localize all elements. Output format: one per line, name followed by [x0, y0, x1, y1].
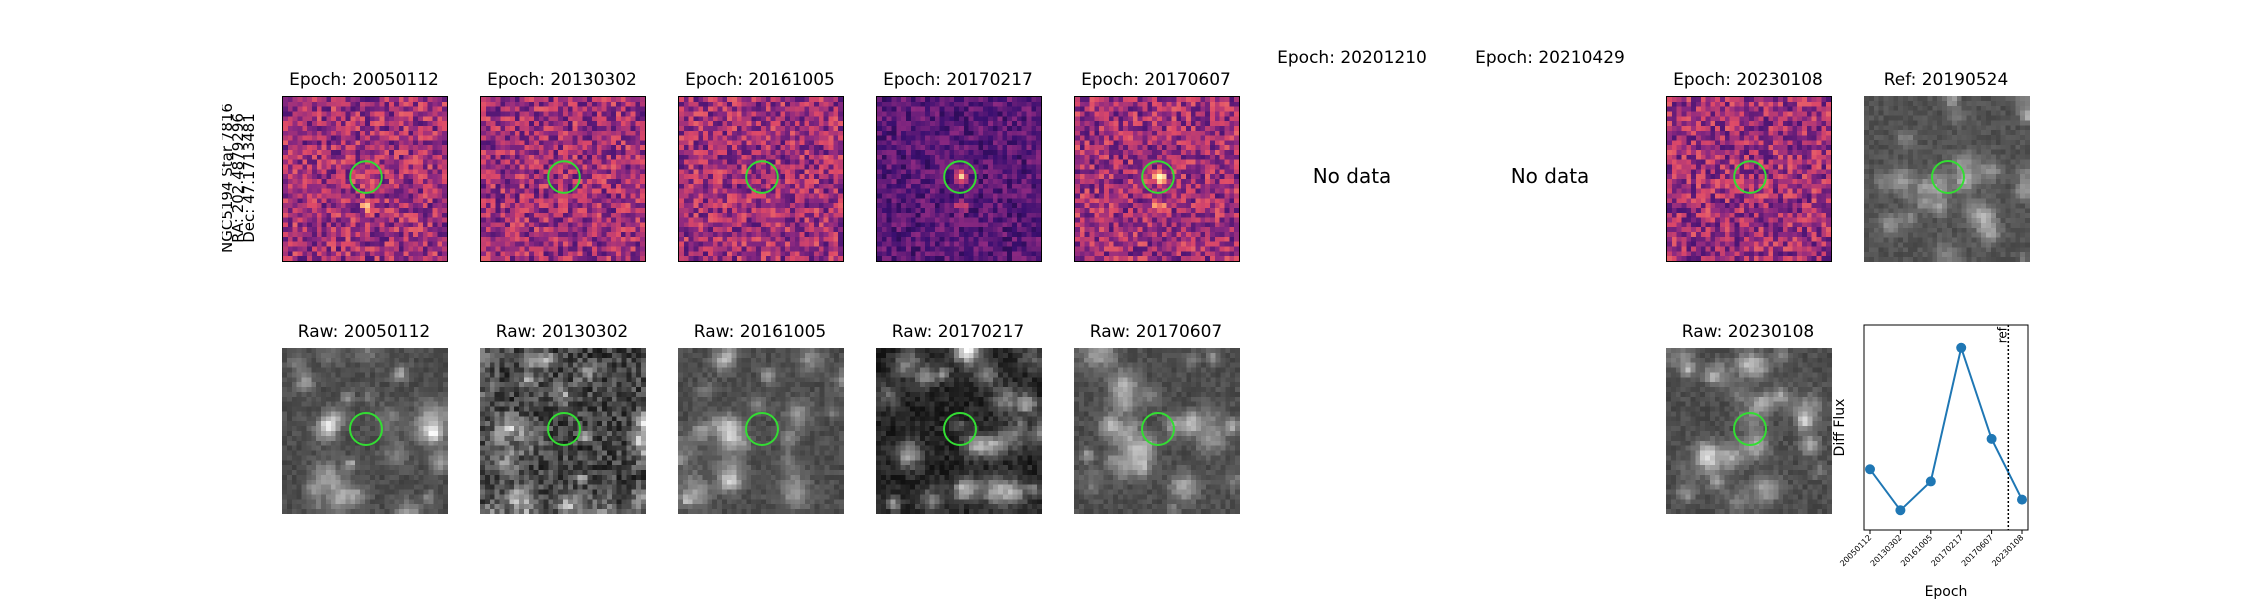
aperture-ring — [943, 412, 977, 446]
data-point — [1986, 433, 1997, 444]
x-axis-label: Epoch — [1925, 584, 1968, 600]
difference-image-panel — [1074, 96, 1240, 262]
epoch-title: Epoch: 20050112 — [289, 70, 439, 90]
aperture-ring — [745, 160, 779, 194]
difference-image-panel — [480, 96, 646, 262]
epoch-title: Epoch: 20130302 — [487, 70, 637, 90]
data-point — [2017, 494, 2027, 505]
difference-image-panel — [876, 96, 1042, 262]
raw-image-panel — [678, 348, 844, 514]
aperture-ring — [1733, 160, 1767, 194]
y-axis-label: Diff Flux — [1832, 399, 1848, 457]
reference-title: Ref: 20190524 — [1883, 70, 2009, 90]
aperture-ring — [547, 412, 581, 446]
aperture-circle — [349, 412, 383, 446]
aperture-circle — [1733, 412, 1767, 446]
x-tick-label: 20170217 — [1929, 533, 1964, 568]
difference-image-panel — [678, 96, 844, 262]
series-line — [1869, 344, 2023, 512]
raw-title: Raw: 20130302 — [495, 322, 629, 342]
plot-frame — [1863, 324, 2029, 531]
raw-image-panel — [282, 348, 448, 514]
x-tick-label: 20130302 — [1869, 533, 1904, 568]
raw-image-panel — [1666, 348, 1832, 514]
aperture-circle — [349, 160, 383, 194]
aperture-circle — [745, 412, 779, 446]
aperture-circle — [547, 412, 581, 446]
aperture-circle — [1141, 412, 1175, 446]
aperture-circle — [1931, 160, 1965, 194]
x-tick-label: 20050112 — [1838, 533, 1873, 568]
raw-title: Raw: 20230108 — [1681, 322, 1815, 342]
aperture-ring — [1141, 412, 1175, 446]
epoch-title: Epoch: 20161005 — [685, 70, 835, 90]
aperture-circle — [1141, 160, 1175, 194]
aperture-circle — [547, 160, 581, 194]
epoch-title: Epoch: 20210429 — [1475, 48, 1625, 68]
difference-image-panel — [1666, 96, 1832, 262]
aperture-circle — [943, 412, 977, 446]
no-data-message: No data — [1510, 164, 1590, 188]
raw-image-panel — [480, 348, 646, 514]
reference-line-label: ref — [1995, 326, 2009, 343]
star-ra: RA: 202.4879296 — [229, 113, 247, 243]
epoch-title: Epoch: 20170217 — [883, 70, 1033, 90]
light-curve-chart: 2005011220130302201610052017021720170607… — [1832, 324, 2029, 600]
star-identifier: NGC5194 Star 7816 RA: 202.4879296 Dec: 4… — [218, 103, 258, 253]
epoch-title: Epoch: 20170607 — [1081, 70, 1231, 90]
reference-image-panel — [1864, 96, 2030, 262]
raw-image-panel — [1074, 348, 1240, 514]
star-dec: Dec: 47.1713481 — [240, 113, 256, 243]
aperture-ring — [349, 412, 383, 446]
aperture-circle — [745, 160, 779, 194]
x-tick-label: 20161005 — [1899, 533, 1934, 568]
data-point — [1895, 505, 1906, 516]
raw-title: Raw: 20170217 — [891, 322, 1025, 342]
x-tick-label: 20170607 — [1960, 533, 1995, 568]
aperture-ring — [1931, 160, 1965, 194]
aperture-circle — [1733, 160, 1767, 194]
epoch-title: Epoch: 20230108 — [1673, 70, 1823, 90]
data-point — [1865, 464, 1875, 475]
aperture-ring — [547, 160, 581, 194]
data-point — [1956, 342, 1967, 353]
raw-title: Raw: 20050112 — [297, 322, 431, 342]
aperture-ring — [943, 160, 977, 194]
star-name: NGC5194 Star 7816 — [222, 103, 236, 253]
aperture-circle — [943, 160, 977, 194]
difference-image-panel — [282, 96, 448, 262]
raw-title: Raw: 20161005 — [693, 322, 827, 342]
no-data-message: No data — [1312, 164, 1392, 188]
data-point — [1925, 476, 1936, 487]
aperture-ring — [1141, 160, 1175, 194]
aperture-ring — [745, 412, 779, 446]
raw-image-panel — [876, 348, 1042, 514]
raw-title: Raw: 20170607 — [1089, 322, 1223, 342]
x-tick-label: 20230108 — [1990, 533, 2025, 568]
aperture-ring — [1733, 412, 1767, 446]
epoch-title: Epoch: 20201210 — [1277, 48, 1427, 68]
aperture-ring — [349, 160, 383, 194]
